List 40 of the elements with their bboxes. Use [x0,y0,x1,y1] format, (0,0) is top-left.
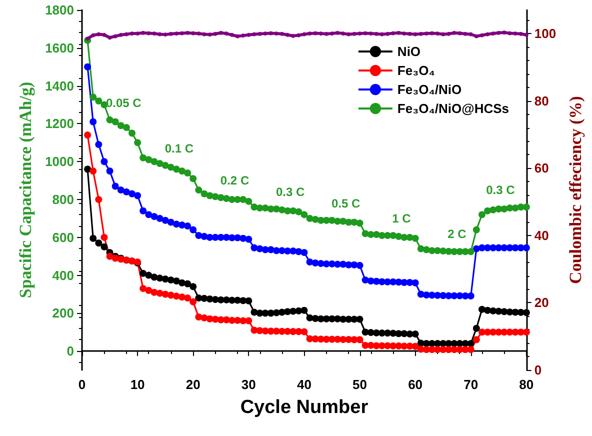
legend-label: Fe₃O₄/NiO [397,82,462,97]
x-tick-label: 70 [464,377,478,392]
y2-tick-label: 20 [534,295,549,310]
annotation: 1 C [392,211,412,226]
y2-tick-label: 80 [534,93,549,108]
x-tick-label: 20 [186,377,200,392]
y-tick-label: 1400 [45,78,74,94]
x-tick-label: 80 [519,377,534,392]
y2-tick-label: 60 [534,160,549,176]
y-tick-label: 400 [52,268,74,283]
x-tick-label: 60 [408,377,423,392]
annotation: 0.5 C [332,196,361,210]
x-tick-label: 30 [241,377,256,392]
y-tick-label: 200 [52,306,74,321]
y-tick-label: 0 [66,344,74,359]
y2-tick-label: 100 [534,26,556,42]
y-tick-label: 1800 [45,2,74,18]
y2-axis-title: Coulombic effeciency (%) [566,96,585,284]
x-tick-label: 40 [296,377,312,392]
y2-tick-label: 40 [534,228,549,243]
annotation: 0.05 C [106,96,142,110]
legend-label: NiO [397,44,421,59]
x-tick-label: 10 [130,377,145,392]
legend-label: Fe₃O₄ [397,63,435,78]
y-tick-label: 1000 [45,154,74,170]
y-tick-label: 1600 [45,40,74,56]
y-axis-title: Spacific Capacitance (mAh/g) [16,82,36,298]
x-tick-label: 50 [352,377,367,392]
legend-label: Fe₃O₄/NiO@HCSs [397,101,510,116]
annotation: 2 C [448,227,467,242]
y-tick-label: 1200 [45,116,74,132]
annotation: 0.1 C [164,141,194,156]
annotation: 0.2 C [220,174,250,188]
annotation: 0.3 C [276,184,305,199]
x-axis-title: Cycle Number [240,397,369,418]
annotation: 0.3 C [486,183,516,198]
y2-tick-label: 0 [534,362,542,378]
x-tick-label: 0 [78,377,86,392]
y-tick-label: 800 [52,192,74,207]
y-tick-label: 600 [52,230,74,245]
